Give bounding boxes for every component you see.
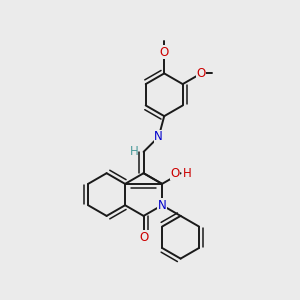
Text: H: H (183, 167, 191, 180)
Text: O: O (160, 46, 169, 59)
Text: H: H (130, 145, 138, 158)
Text: N: N (158, 199, 167, 212)
Text: O: O (170, 167, 179, 180)
Text: N: N (154, 130, 163, 143)
Text: O: O (139, 231, 148, 244)
Text: O: O (196, 67, 206, 80)
